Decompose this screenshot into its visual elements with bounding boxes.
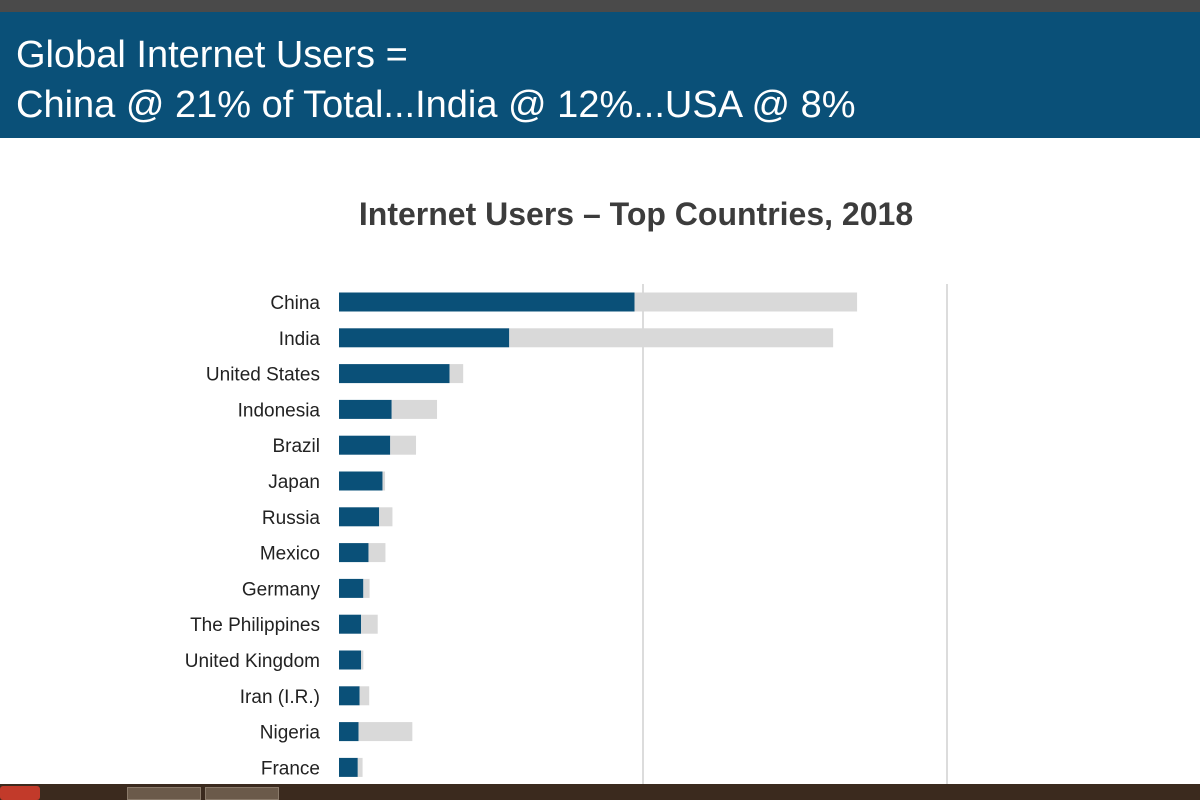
category-label-japan: Japan bbox=[268, 472, 320, 493]
bar-india-segment-1 bbox=[339, 328, 510, 348]
bar-japan-segment-1 bbox=[339, 471, 383, 491]
category-label-russia: Russia bbox=[262, 508, 321, 529]
bar-france-segment-1 bbox=[339, 757, 358, 777]
category-label-the-philippines: The Philippines bbox=[190, 615, 320, 636]
bar-germany-segment-1 bbox=[339, 578, 364, 598]
bar-nigeria-segment-2 bbox=[358, 722, 413, 742]
bar-the-philippines-segment-2 bbox=[361, 614, 378, 634]
bar-united-states-segment-2 bbox=[449, 364, 464, 384]
window-top-strip bbox=[0, 0, 1200, 12]
category-label-china: China bbox=[270, 293, 320, 314]
taskbar-button-1[interactable] bbox=[127, 787, 201, 800]
bar-germany-segment-2 bbox=[363, 578, 370, 598]
category-label-indonesia: Indonesia bbox=[238, 400, 321, 421]
category-label-brazil: Brazil bbox=[272, 436, 320, 457]
bar-china-segment-1 bbox=[339, 292, 635, 312]
category-label-germany: Germany bbox=[242, 579, 321, 600]
taskbar bbox=[0, 784, 1200, 800]
bar-mexico-segment-1 bbox=[339, 543, 369, 563]
bar-mexico-segment-2 bbox=[368, 543, 386, 563]
category-label-iran-i-r: Iran (I.R.) bbox=[240, 687, 320, 708]
bar-russia-segment-1 bbox=[339, 507, 380, 527]
bar-france-segment-2 bbox=[357, 757, 363, 777]
category-label-india: India bbox=[279, 329, 321, 350]
bar-iran-i-r-segment-2 bbox=[359, 686, 370, 706]
bar-the-philippines-segment-1 bbox=[339, 614, 362, 634]
bar-united-states-segment-1 bbox=[339, 364, 450, 384]
bar-united-kingdom-segment-1 bbox=[339, 650, 362, 670]
slide-title-line-2: China @ 21% of Total...India @ 12%...USA… bbox=[16, 84, 856, 126]
bar-indonesia-segment-1 bbox=[339, 399, 392, 419]
category-label-france: France bbox=[261, 758, 320, 779]
taskbar-button-2[interactable] bbox=[205, 787, 279, 800]
category-label-mexico: Mexico bbox=[260, 544, 320, 565]
bar-russia-segment-2 bbox=[379, 507, 393, 527]
bar-iran-i-r-segment-1 bbox=[339, 686, 360, 706]
bar-china-segment-2 bbox=[634, 292, 858, 312]
category-label-united-kingdom: United Kingdom bbox=[185, 651, 320, 672]
bar-japan-segment-2 bbox=[382, 471, 386, 491]
bar-brazil-segment-1 bbox=[339, 435, 391, 455]
category-label-nigeria: Nigeria bbox=[260, 723, 321, 744]
bar-united-kingdom-segment-2 bbox=[361, 650, 364, 670]
bar-india-segment-2 bbox=[509, 328, 834, 348]
slide-header: Global Internet Users = China @ 21% of T… bbox=[0, 12, 1200, 138]
chart-title: Internet Users – Top Countries, 2018 bbox=[358, 196, 914, 232]
bar-indonesia-segment-2 bbox=[391, 399, 438, 419]
bar-nigeria-segment-1 bbox=[339, 722, 359, 742]
start-button[interactable] bbox=[0, 786, 40, 800]
category-label-united-states: United States bbox=[206, 365, 320, 386]
slide-title-line-1: Global Internet Users = bbox=[16, 34, 408, 76]
bar-brazil-segment-2 bbox=[390, 435, 417, 455]
